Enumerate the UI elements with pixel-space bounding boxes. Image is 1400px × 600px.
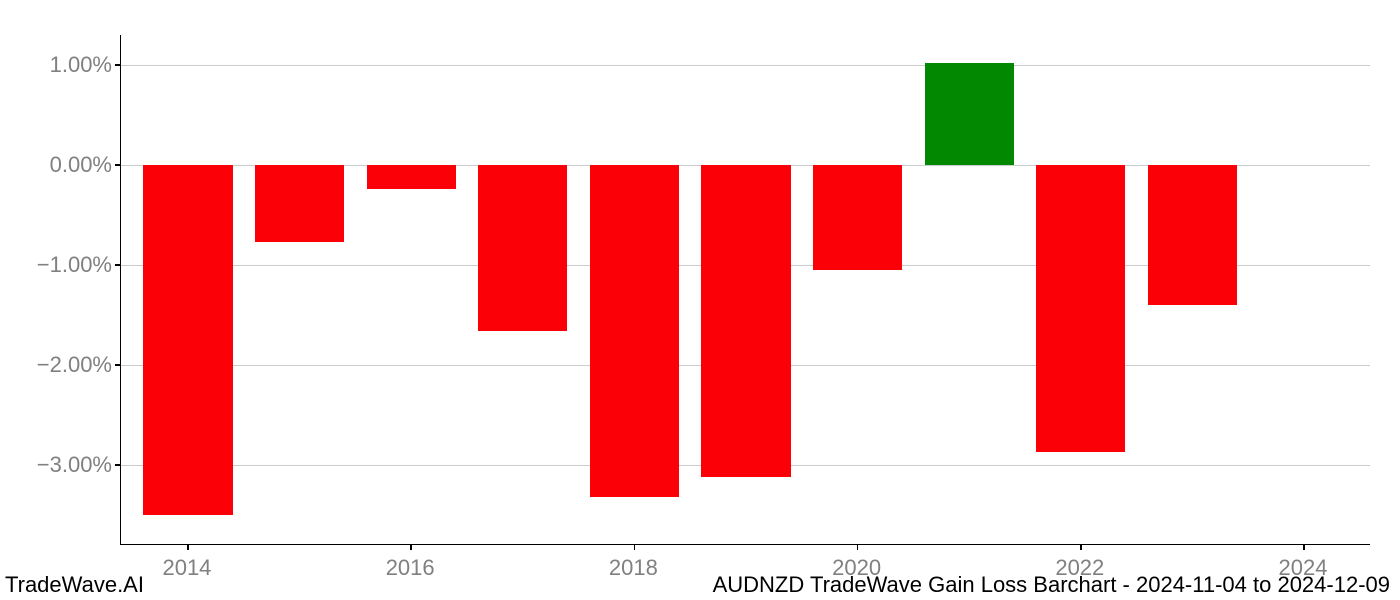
- xtick-label: 2018: [609, 555, 658, 581]
- chart-container: −3.00% −2.00% −1.00% 0.00% 1.00% 2014 2016 201…: [0, 0, 1400, 600]
- ytick-mark: [115, 164, 121, 166]
- xtick-mark: [1080, 544, 1082, 550]
- xtick-mark: [634, 544, 636, 550]
- gridline: [121, 65, 1370, 66]
- bar-2018: [590, 165, 679, 497]
- ytick-mark: [115, 464, 121, 466]
- ytick-label: 1.00%: [50, 52, 112, 78]
- ytick-label: −1.00%: [37, 252, 112, 278]
- bar-2023: [1148, 165, 1237, 305]
- footer-left-watermark: TradeWave.AI: [5, 572, 144, 598]
- ytick-label: −3.00%: [37, 452, 112, 478]
- ytick-label: 0.00%: [50, 152, 112, 178]
- xtick-label: 2016: [386, 555, 435, 581]
- bar-2019: [701, 165, 790, 477]
- ytick-mark: [115, 364, 121, 366]
- ytick-label: −2.00%: [37, 352, 112, 378]
- bar-2020: [813, 165, 902, 270]
- bar-2021: [925, 63, 1014, 165]
- xtick-label: 2014: [162, 555, 211, 581]
- xtick-mark: [1303, 544, 1305, 550]
- ytick-mark: [115, 64, 121, 66]
- bar-2014: [143, 165, 232, 515]
- xtick-mark: [187, 544, 189, 550]
- ytick-mark: [115, 264, 121, 266]
- xtick-mark: [857, 544, 859, 550]
- footer-right-caption: AUDNZD TradeWave Gain Loss Barchart - 20…: [713, 572, 1390, 598]
- plot-area: [120, 35, 1370, 545]
- xtick-mark: [410, 544, 412, 550]
- bar-2016: [367, 165, 456, 189]
- bar-2015: [255, 165, 344, 242]
- bar-2022: [1036, 165, 1125, 452]
- bar-2017: [478, 165, 567, 331]
